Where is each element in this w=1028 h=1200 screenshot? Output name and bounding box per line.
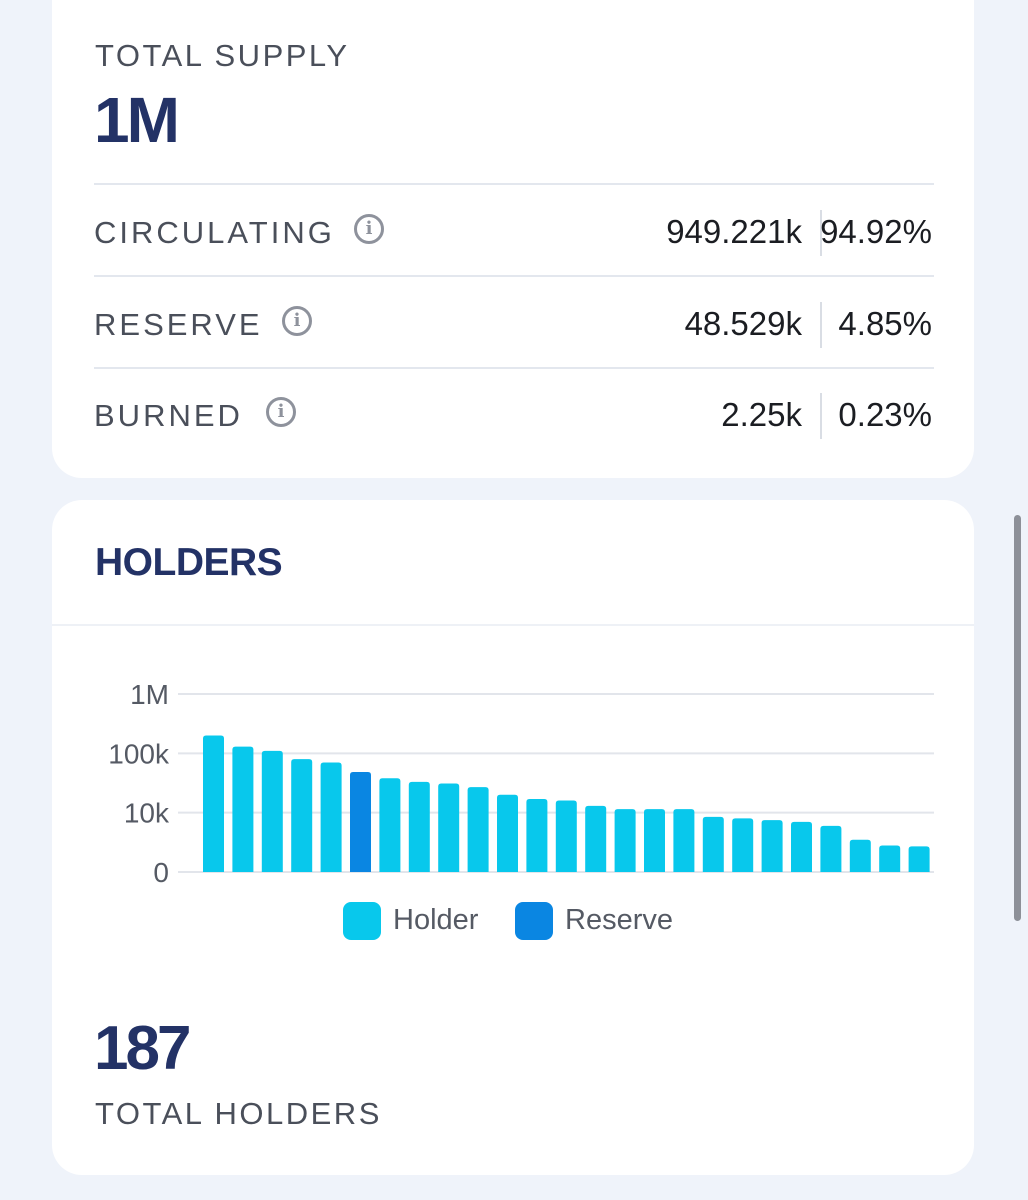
bar-holder[interactable]: [820, 825, 842, 872]
bar-holder[interactable]: [908, 846, 930, 872]
bar-holder[interactable]: [261, 750, 283, 872]
y-tick-label: 0: [153, 857, 169, 888]
legend-swatch-holder: [343, 902, 381, 940]
supply-card: TOTAL SUPPLY 1M CIRCULATING i 949.221k 9…: [52, 0, 974, 478]
bar-holder[interactable]: [320, 762, 342, 872]
holders-card: HOLDERS 1M 100k 10k 0 Holder Reserve 187 TO…: [52, 500, 974, 1175]
bar-holder[interactable]: [879, 845, 901, 872]
burned-percent: 0.23%: [838, 396, 932, 433]
value-separator: [820, 302, 822, 348]
bar-reserve[interactable]: [350, 771, 371, 872]
legend-label-reserve: Reserve: [565, 904, 673, 936]
bar-holder[interactable]: [791, 821, 812, 872]
bar-holder[interactable]: [732, 818, 754, 872]
value-separator: [820, 393, 822, 439]
divider: [52, 624, 974, 626]
reserve-row: RESERVE i 48.529k 4.85%: [94, 292, 934, 352]
burned-row: BURNED i 2.25k 0.23%: [94, 383, 934, 443]
holders-title: HOLDERS: [95, 541, 283, 584]
bar-holder[interactable]: [644, 809, 665, 872]
circulating-label: CIRCULATING: [94, 215, 335, 250]
bar-holder[interactable]: [614, 809, 636, 872]
info-icon[interactable]: i: [266, 397, 296, 427]
legend-swatch-reserve: [515, 902, 553, 940]
bar-holder[interactable]: [232, 746, 254, 872]
total-supply-value: 1M: [94, 84, 180, 156]
bar-holder[interactable]: [497, 794, 518, 872]
divider: [94, 183, 934, 185]
bar-holder[interactable]: [702, 816, 724, 872]
burned-amount: 2.25k: [721, 396, 802, 433]
bar-holder[interactable]: [467, 787, 489, 872]
bar-holder[interactable]: [203, 735, 224, 872]
bar-holder[interactable]: [585, 805, 607, 872]
y-tick-label: 100k: [108, 738, 170, 769]
bar-holder[interactable]: [555, 800, 577, 872]
holders-bar-chart: 1M 100k 10k 0: [108, 679, 934, 888]
total-holders-label: TOTAL HOLDERS: [95, 1096, 382, 1131]
divider: [94, 367, 934, 369]
legend-item-reserve[interactable]: Reserve: [515, 900, 685, 940]
bar-holder[interactable]: [761, 820, 783, 872]
circulating-percent: 94.92%: [820, 213, 932, 250]
reserve-percent: 4.85%: [838, 305, 932, 342]
reserve-amount: 48.529k: [684, 305, 802, 342]
scrollbar[interactable]: [1014, 515, 1021, 921]
circulating-row: CIRCULATING i 949.221k 94.92%: [94, 200, 934, 260]
total-holders-value: 187: [94, 1014, 191, 1083]
y-tick-label: 10k: [124, 798, 170, 829]
bar-holder[interactable]: [673, 809, 695, 872]
bar-holder[interactable]: [379, 778, 401, 872]
bar-holder[interactable]: [408, 781, 430, 872]
info-icon[interactable]: i: [354, 214, 384, 244]
circulating-amount: 949.221k: [666, 213, 802, 250]
divider: [94, 275, 934, 277]
reserve-label: RESERVE: [94, 307, 263, 342]
bar-holder[interactable]: [291, 759, 313, 872]
burned-label: BURNED: [94, 398, 243, 433]
legend-item-holder[interactable]: Holder: [343, 900, 493, 940]
value-separator: [820, 210, 822, 256]
bar-holder[interactable]: [849, 839, 871, 872]
y-tick-label: 1M: [130, 679, 169, 710]
info-icon[interactable]: i: [282, 306, 312, 336]
total-supply-label: TOTAL SUPPLY: [95, 38, 350, 73]
bar-holder[interactable]: [438, 783, 460, 872]
legend-label-holder: Holder: [393, 904, 479, 936]
bar-holder[interactable]: [526, 798, 548, 872]
